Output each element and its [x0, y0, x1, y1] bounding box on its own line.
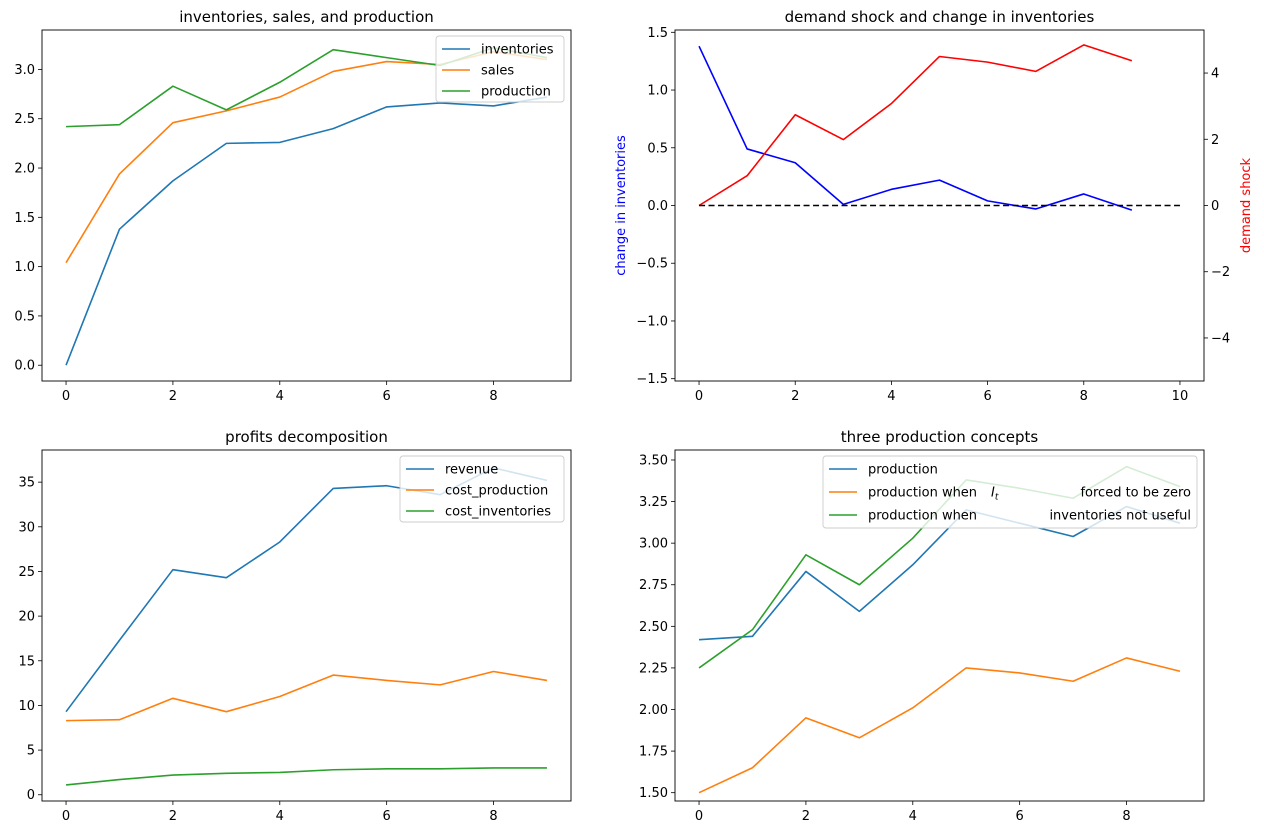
series-line-cost-production [66, 670, 548, 722]
x-tick-label: 4 [887, 389, 895, 404]
y-tick-label: 20 [18, 610, 35, 625]
chart-title: profits decomposition [225, 428, 388, 446]
legend-math-subscript: t [995, 493, 999, 503]
y-tick-label: 2.75 [639, 578, 668, 593]
axes-frame [674, 449, 1205, 802]
chart-three-production-concepts: three production concepts 0 2 4 6 8 1.50 1.75 2.… [639, 428, 1205, 824]
series-line-change-in-inventories [698, 45, 1133, 211]
legend-label-tail: forced to be zero [1080, 486, 1191, 501]
y-tick-label: 2.00 [639, 703, 668, 718]
x-tick-label: 8 [489, 389, 497, 404]
legend: revenue cost_production cost_inventories [399, 455, 565, 523]
y-tick-label: 15 [18, 654, 35, 669]
y-tick-label: 35 [18, 476, 35, 491]
legend-label: production when [868, 509, 977, 524]
legend-math-symbol: I [991, 486, 995, 501]
y2-tick-label: 0 [1211, 199, 1219, 214]
axes-frame [674, 29, 1205, 382]
x-tick-label: 4 [909, 809, 917, 824]
y-tick-label: 2.50 [639, 620, 668, 635]
y-tick-label: 1.0 [14, 260, 35, 275]
x-tick-label: 0 [695, 809, 703, 824]
y-tick-label: 0.5 [647, 141, 668, 156]
y-tick-label: 3.00 [639, 537, 668, 552]
legend-box [822, 455, 1198, 529]
y-tick-label: 3.50 [639, 453, 668, 468]
legend-label: production when [868, 486, 977, 501]
axes-frame [41, 449, 572, 802]
y2-axis-label: demand shock [1239, 157, 1254, 253]
legend-label: production [868, 463, 938, 478]
y-tick-label: 3.0 [14, 63, 35, 78]
y-tick-label: 0.0 [14, 359, 35, 374]
y-tick-label: 10 [18, 699, 35, 714]
chart-profits-decomposition: profits decomposition 0 2 4 6 8 0 5 10 15 20 25 30 35… [18, 428, 572, 824]
legend-label: revenue [445, 463, 498, 478]
y-tick-label: 1.50 [639, 786, 668, 801]
legend-math: It [991, 486, 999, 503]
x-tick-label: 6 [383, 389, 391, 404]
legend-label: sales [481, 64, 514, 79]
series-line-cost-inventories [65, 767, 547, 786]
y-tick-label: 1.75 [639, 745, 668, 760]
x-tick-label: 0 [62, 809, 70, 824]
y-tick-label: 2.25 [639, 661, 668, 676]
y-tick-label: 30 [18, 520, 35, 535]
y-tick-label: 0 [27, 788, 35, 803]
legend: production production when It forced to be … [822, 455, 1198, 529]
x-tick-label: 0 [695, 389, 703, 404]
x-tick-label: 4 [276, 389, 284, 404]
axes-frame [41, 29, 572, 382]
legend: inventories sales production [435, 35, 565, 103]
x-tick-label: 10 [1172, 389, 1189, 404]
y-tick-label: 25 [18, 565, 35, 580]
y2-tick-label: 4 [1211, 67, 1219, 82]
y-tick-label: 1.5 [647, 26, 668, 41]
x-tick-label: 4 [276, 809, 284, 824]
y-tick-label: 1.0 [647, 84, 668, 99]
chart-demand-shock-change-inventories: demand shock and change in inventories 0 2… [614, 8, 1254, 404]
legend-label-tail: inventories not useful [1049, 509, 1191, 524]
y-tick-label: 1.5 [14, 211, 35, 226]
legend-box [399, 455, 565, 523]
chart-title: inventories, sales, and production [179, 8, 434, 26]
x-tick-label: 0 [62, 389, 70, 404]
x-tick-label: 2 [791, 389, 799, 404]
legend-label: cost_production [445, 484, 548, 499]
y2-tick-label: −2 [1211, 265, 1230, 280]
x-tick-label: 6 [383, 809, 391, 824]
y2-tick-label: 2 [1211, 133, 1219, 148]
y-tick-label: 2.0 [14, 162, 35, 177]
x-tick-label: 2 [802, 809, 810, 824]
legend-label: inventories [481, 43, 554, 58]
series-line-inventories [65, 96, 548, 366]
chart-title: demand shock and change in inventories [785, 8, 1095, 26]
chart-inventories-sales-production: inventories, sales, and production 0 2 4 6 8 0… [14, 8, 572, 404]
chart-title: three production concepts [841, 428, 1039, 446]
series-line-demand-shock [698, 44, 1133, 207]
x-tick-label: 2 [169, 389, 177, 404]
y-tick-label: −1.0 [636, 314, 668, 329]
y-tick-label: −0.5 [636, 257, 668, 272]
series-line-production-when [698, 657, 1181, 794]
y2-tick-label: −4 [1211, 331, 1230, 346]
y-axis-label: change in inventories [614, 135, 629, 276]
y-tick-label: 0.0 [647, 199, 668, 214]
y-tick-label: 3.25 [639, 495, 668, 510]
y-tick-label: 0.5 [14, 309, 35, 324]
x-tick-label: 6 [983, 389, 991, 404]
x-tick-label: 2 [169, 809, 177, 824]
legend-label: production [481, 85, 551, 100]
x-tick-label: 8 [1080, 389, 1088, 404]
y-tick-label: 2.5 [14, 112, 35, 127]
y-tick-label: 5 [27, 744, 35, 759]
x-tick-label: 8 [489, 809, 497, 824]
legend-label: cost_inventories [445, 505, 551, 520]
y-tick-label: −1.5 [636, 372, 668, 387]
x-tick-label: 6 [1016, 809, 1024, 824]
legend-box [435, 35, 565, 103]
x-tick-label: 8 [1122, 809, 1130, 824]
